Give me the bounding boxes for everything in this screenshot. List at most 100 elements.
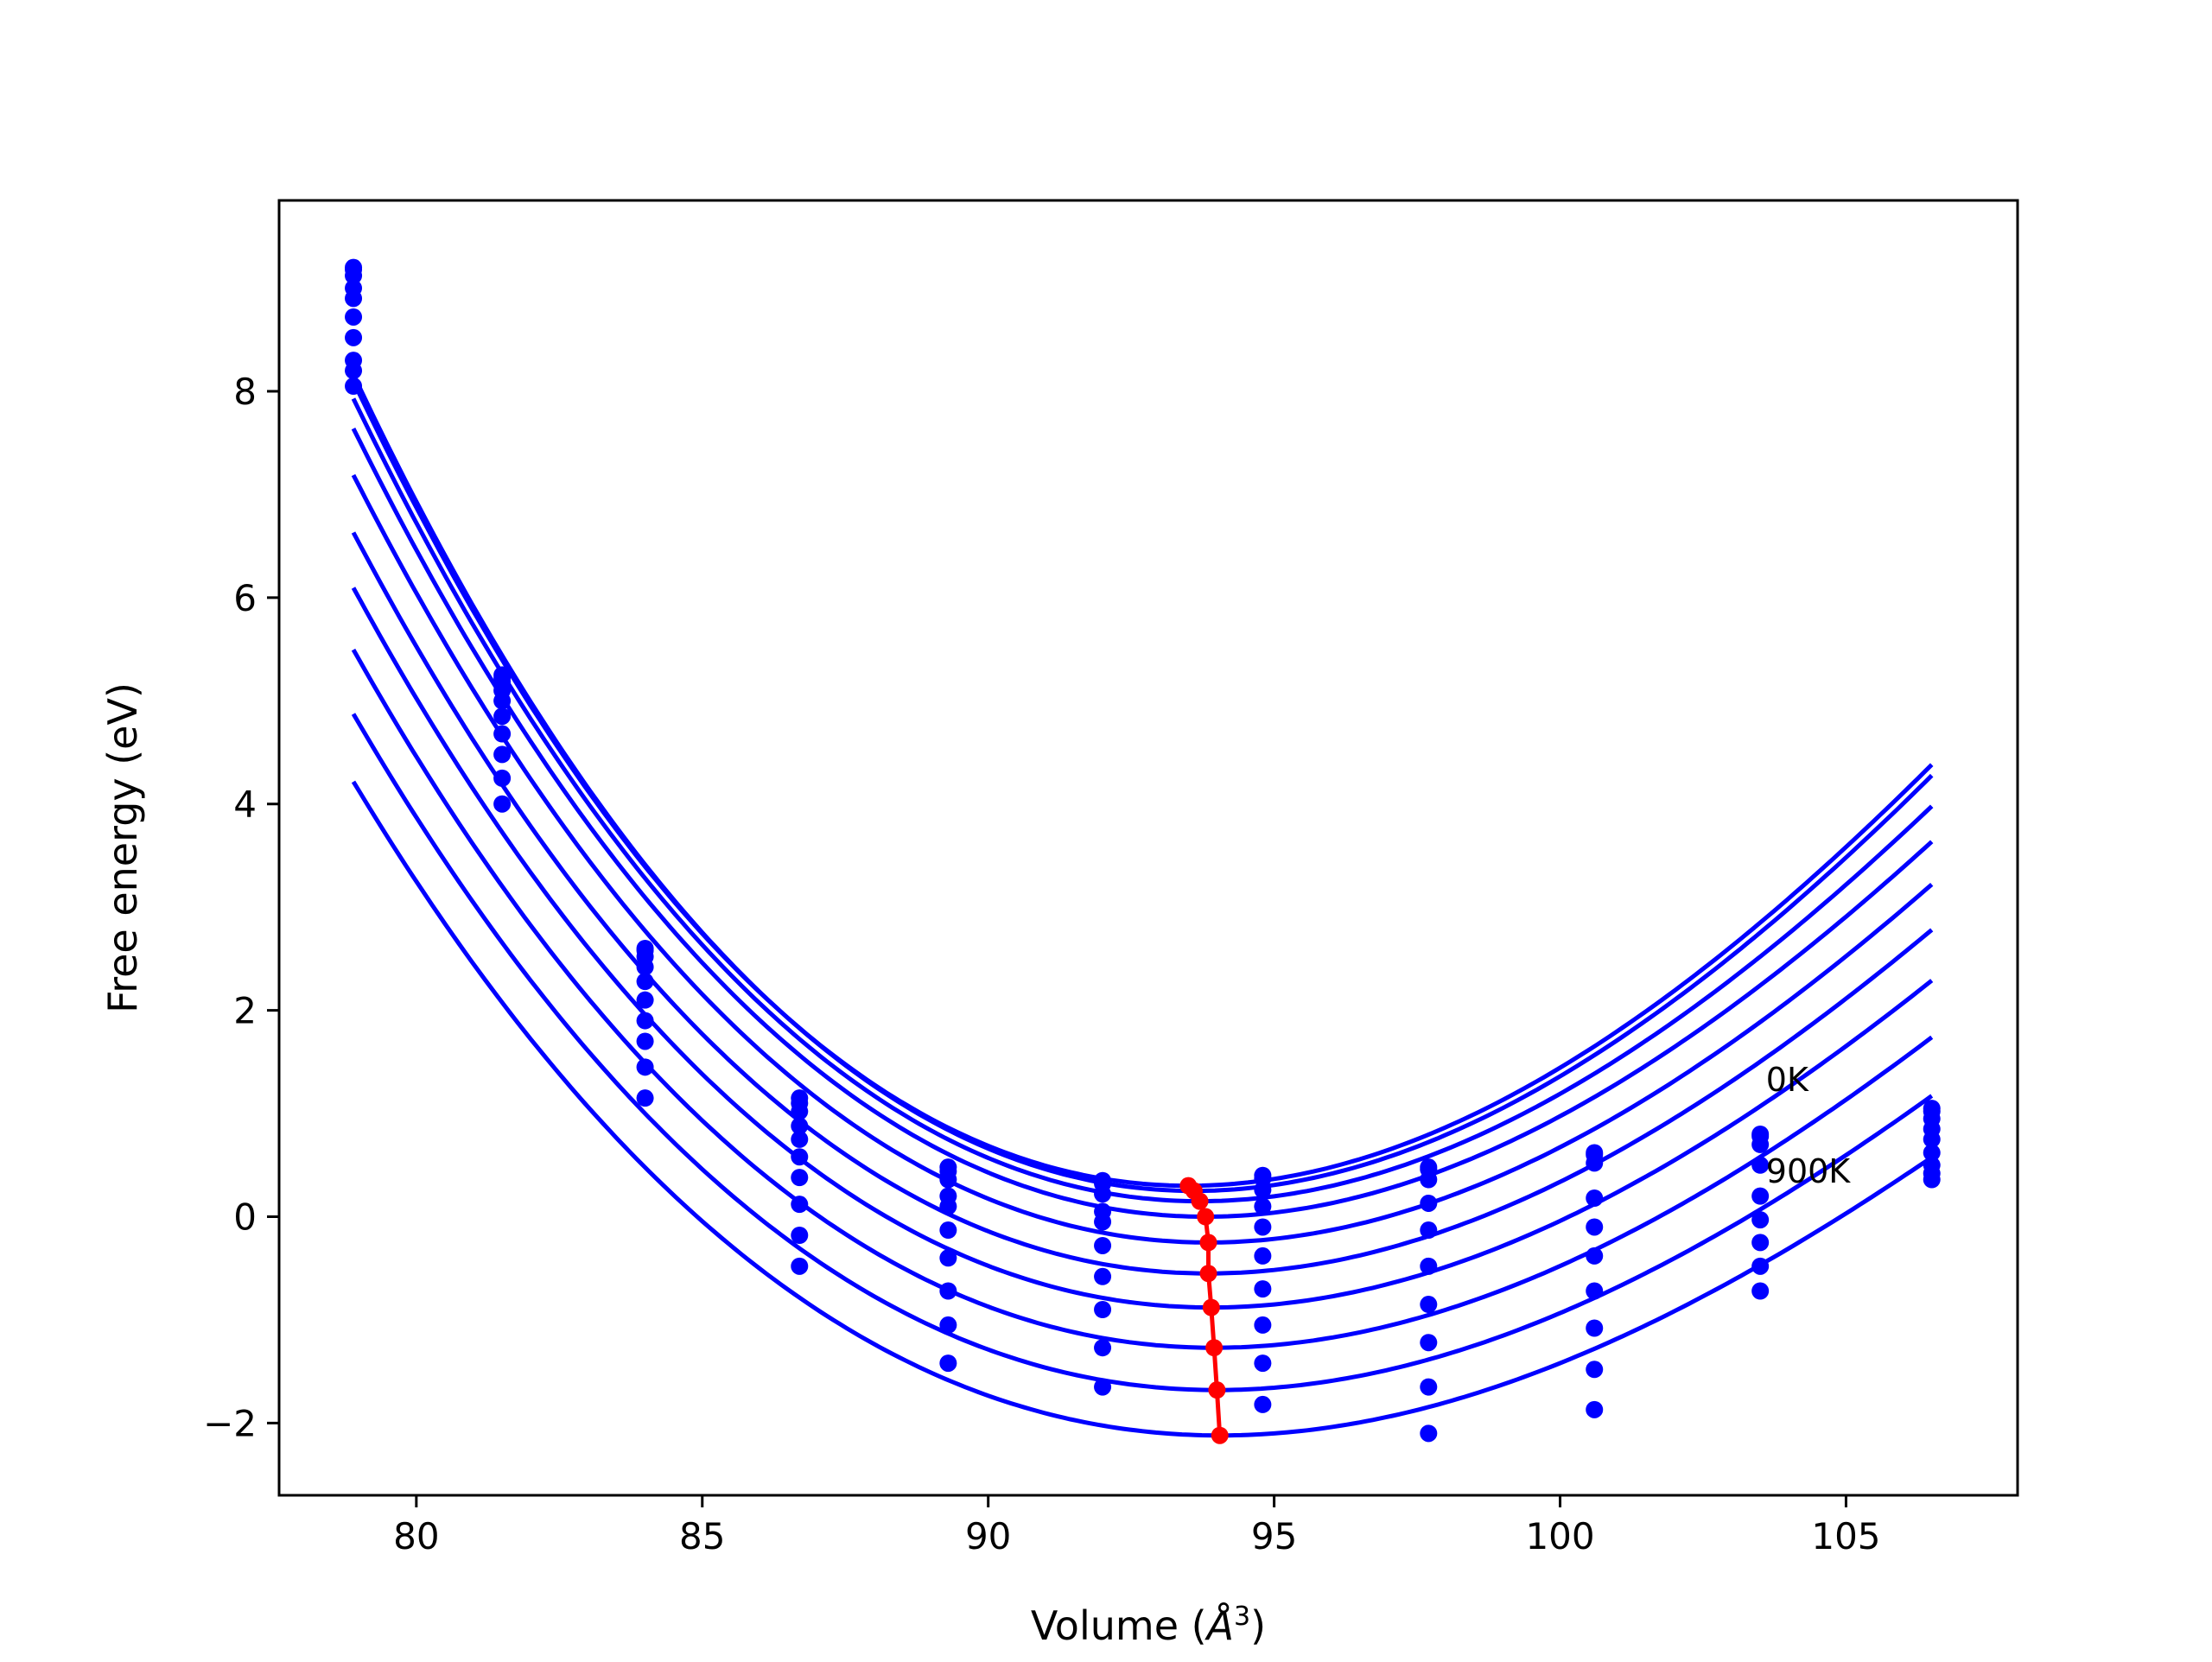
data-point-800K [939,1316,957,1334]
data-point-200K [345,267,363,285]
data-point-700K [791,1196,809,1214]
fit-curve-800K [351,713,1934,1392]
plot-frame [277,199,2019,1497]
data-point-400K [1923,1130,1941,1148]
data-point-600K [1254,1280,1272,1298]
fit-curve-300K [351,427,1934,1219]
minima-curve-group [1179,1177,1229,1444]
fit-curve-900K [351,780,1934,1438]
minima-point [1208,1381,1226,1399]
x-tick-label: 85 [679,1515,725,1557]
data-point-600K [939,1249,957,1267]
data-point-600K [1586,1282,1604,1300]
data-point-800K [1420,1378,1438,1396]
minima-point [1199,1234,1217,1252]
data-point-500K [1094,1236,1112,1254]
data-point-500K [1254,1246,1272,1265]
x-axis-label: Volume (Å3) [1031,1602,1266,1650]
y-tick-label: 6 [233,577,257,619]
data-point-600K [636,1012,654,1030]
data-point-500K [636,991,654,1009]
minima-point [1202,1298,1220,1316]
data-points [345,258,1941,1443]
fit-curve-600K [351,587,1934,1310]
minima-point [1191,1192,1209,1210]
data-point-700K [493,745,512,764]
data-point-600K [791,1169,809,1187]
data-point-700K [636,1032,654,1050]
data-point-300K [1254,1197,1272,1215]
data-point-800K [1923,1170,1941,1189]
data-point-300K [636,958,654,976]
data-point-800K [1254,1354,1272,1373]
fit-curve-400K [351,473,1934,1245]
data-point-700K [1751,1257,1770,1275]
data-point-400K [791,1130,809,1148]
data-point-200K [939,1170,957,1189]
data-point-900K [791,1257,809,1275]
data-point-300K [791,1117,809,1135]
y-tick-label: 4 [233,783,257,826]
data-point-400K [1586,1218,1604,1236]
data-point-600K [1420,1296,1438,1314]
data-point-500K [791,1148,809,1166]
data-point-300K [1751,1156,1770,1174]
y-tick-label: 0 [233,1196,257,1239]
data-point-800K [345,362,363,380]
data-point-400K [1420,1221,1438,1240]
data-point-200K [791,1102,809,1120]
annotation-label: 900K [1766,1152,1852,1190]
x-axis-label-main: Volume ( [1031,1602,1207,1649]
x-axis-ticks: 80 85 90 95 100 105 [393,1495,1881,1557]
x-tick-label: 100 [1525,1515,1594,1557]
minima-point [1199,1265,1217,1283]
fit-curve-200K [351,397,1934,1204]
data-point-800K [636,1058,654,1076]
data-point-900K [939,1354,957,1373]
data-point-800K [1586,1361,1604,1379]
y-tick-label: −2 [203,1402,257,1444]
data-point-800K [1094,1339,1112,1357]
data-point-400K [636,973,654,991]
data-point-600K [1094,1267,1112,1285]
data-point-200K [1094,1185,1112,1203]
data-point-400K [1254,1218,1272,1236]
data-point-900K [1420,1424,1438,1443]
data-point-400K [345,289,363,308]
x-axis-label-symbol: Å [1205,1602,1234,1649]
data-point-600K [493,725,512,743]
data-point-900K [1586,1400,1604,1418]
y-axis-ticks: −2 0 2 4 6 8 [203,371,279,1444]
data-point-200K [1254,1181,1272,1199]
x-axis-label-close: ) [1250,1602,1266,1649]
minima-point [1205,1339,1224,1357]
data-point-400K [493,692,512,710]
fit-curve-500K [351,531,1934,1276]
data-point-400K [1094,1213,1112,1231]
data-point-700K [1586,1319,1604,1337]
x-tick-label: 80 [393,1515,439,1557]
data-point-200K [1586,1154,1604,1172]
data-point-200K [1420,1170,1438,1189]
data-point-700K [939,1282,957,1300]
x-axis-label-exponent: 3 [1234,1602,1250,1632]
data-point-400K [1751,1187,1770,1205]
data-point-500K [1751,1211,1770,1229]
fit-curve-700K [351,648,1934,1350]
data-point-600K [345,328,363,346]
data-point-800K [791,1227,809,1245]
data-point-500K [493,707,512,726]
data-point-500K [1420,1257,1438,1275]
data-point-500K [1923,1144,1941,1162]
data-point-400K [939,1197,957,1215]
y-tick-label: 8 [233,371,257,413]
data-point-800K [493,769,512,787]
fit-curve-100K [351,373,1934,1194]
x-tick-label: 105 [1811,1515,1880,1557]
annotations: 0K 900K [1766,1061,1852,1190]
y-tick-label: 2 [233,990,257,1032]
x-tick-label: 90 [965,1515,1011,1557]
